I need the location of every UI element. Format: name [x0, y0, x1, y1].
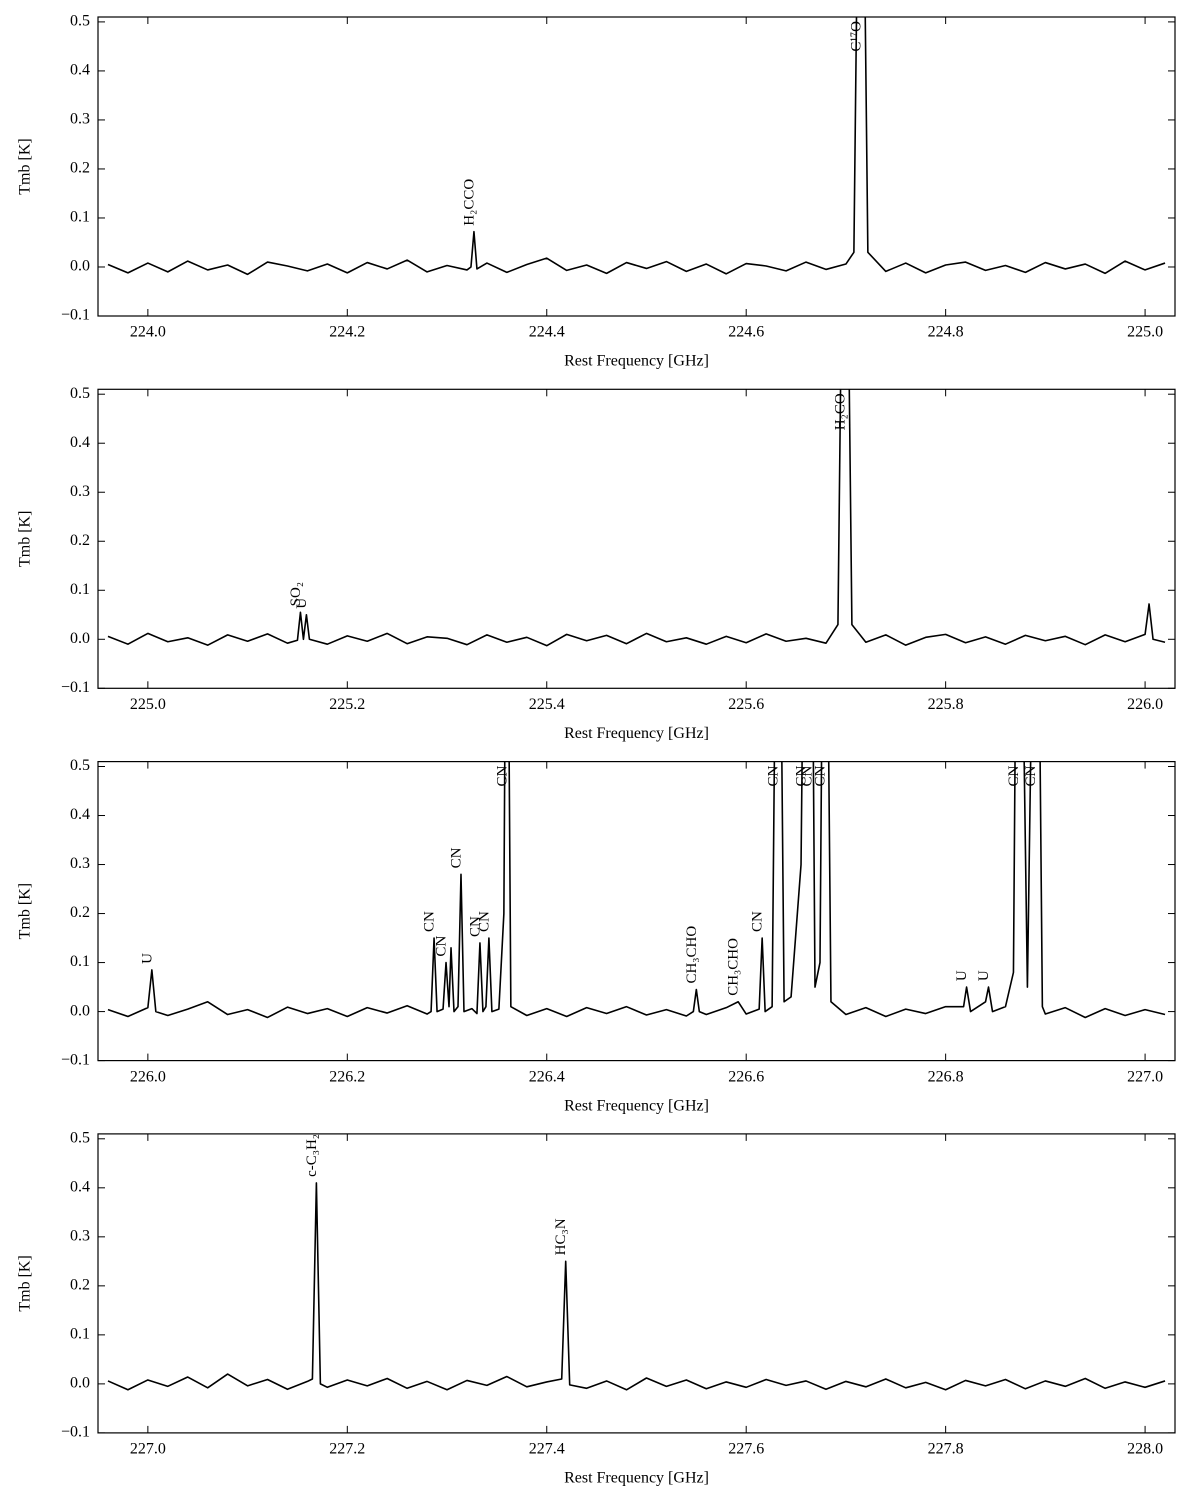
- line-annotation: CN: [799, 765, 815, 786]
- y-tick-label: 0.3: [70, 111, 90, 128]
- line-annotation: CN: [793, 765, 809, 786]
- y-tick-label: 0.4: [70, 434, 90, 451]
- line-annotation: CN: [494, 765, 510, 786]
- x-tick-label: 227.8: [928, 1441, 964, 1458]
- y-tick-label: 0.5: [70, 385, 90, 402]
- line-annotation: CN: [1006, 765, 1022, 786]
- line-annotation: U: [976, 970, 992, 981]
- panel: −0.1 0.0 0.1 0.2 0.3 0.4 0.5 224.0 224.2 224.4 224…: [17, 13, 1176, 370]
- x-tick-label: 226.2: [329, 1068, 365, 1085]
- y-tick-label: 0.1: [70, 209, 90, 226]
- y-axis-label: Tmb [K]: [17, 511, 34, 567]
- y-tick-label: 0.2: [70, 532, 90, 549]
- x-tick-label: 227.0: [130, 1441, 166, 1458]
- y-axis-label: Tmb [K]: [17, 1255, 34, 1311]
- panel: −0.1 0.0 0.1 0.2 0.3 0.4 0.5 225.0 225.2 225.4 225…: [17, 385, 1176, 742]
- x-tick-label: 226.8: [928, 1068, 964, 1085]
- line-annotation: U: [954, 970, 970, 981]
- y-tick-label: 0.2: [70, 1277, 90, 1294]
- line-annotation: CN: [467, 916, 483, 937]
- line-annotation: CN: [1023, 765, 1039, 786]
- y-tick-label: 0.1: [70, 953, 90, 970]
- spectrum-line: [107, 761, 1166, 1019]
- panel: −0.1 0.0 0.1 0.2 0.3 0.4 0.5 226.0 226.2 226.4 226…: [17, 757, 1176, 1114]
- line-annotation: U: [139, 953, 155, 964]
- x-tick-label: 224.0: [130, 324, 166, 341]
- y-tick-label: 0.2: [70, 160, 90, 177]
- line-annotation: H₂CO: [832, 393, 848, 430]
- x-tick-label: 225.0: [130, 696, 166, 713]
- x-tick-label: 226.4: [529, 1068, 565, 1085]
- x-tick-label: 227.2: [329, 1441, 365, 1458]
- spectrum-line: [107, 389, 1166, 647]
- x-axis-label: Rest Frequency [GHz]: [564, 353, 709, 370]
- x-tick-label: 225.2: [329, 696, 365, 713]
- x-tick-label: 227.4: [529, 1441, 565, 1458]
- x-tick-label: 224.6: [728, 324, 764, 341]
- x-tick-label: 225.6: [728, 696, 764, 713]
- line-annotation: CN: [422, 911, 438, 932]
- y-tick-label: 0.4: [70, 1178, 90, 1195]
- line-annotation: HC₃N: [553, 1218, 569, 1255]
- plot-frame: [97, 1133, 1176, 1434]
- y-tick-label: 0.1: [70, 1326, 90, 1343]
- x-axis-label: Rest Frequency [GHz]: [564, 725, 709, 742]
- plot-frame: [97, 760, 1176, 1062]
- y-tick-label: −0.1: [61, 307, 90, 324]
- plot-frame: [97, 16, 1176, 317]
- line-annotation: CN: [766, 765, 782, 786]
- y-tick-label: 0.3: [70, 855, 90, 872]
- x-tick-label: 228.0: [1127, 1441, 1163, 1458]
- y-tick-label: −0.1: [61, 1051, 90, 1068]
- line-annotation: CH₃CHO: [684, 926, 700, 984]
- y-tick-label: 0.3: [70, 1228, 90, 1245]
- y-tick-label: −0.1: [61, 679, 90, 696]
- line-annotation: H₂CCO: [461, 179, 477, 226]
- y-tick-label: 0.3: [70, 483, 90, 500]
- y-tick-label: 0.0: [70, 1002, 90, 1019]
- spectrum-line: [107, 1182, 1166, 1391]
- y-tick-label: 0.2: [70, 904, 90, 921]
- line-annotation: SO₂: [288, 582, 304, 606]
- y-tick-label: 0.0: [70, 1375, 90, 1392]
- x-tick-label: 225.8: [928, 696, 964, 713]
- y-tick-label: 0.5: [70, 13, 90, 30]
- line-annotation: CN: [476, 911, 492, 932]
- x-tick-label: 225.4: [529, 696, 565, 713]
- x-tick-label: 227.6: [728, 1441, 764, 1458]
- spectrum-line: [107, 17, 1166, 276]
- y-tick-label: 0.5: [70, 1129, 90, 1146]
- y-tick-label: 0.4: [70, 806, 90, 823]
- y-axis-label: Tmb [K]: [17, 883, 34, 939]
- line-annotation: CN: [812, 765, 828, 786]
- x-tick-label: 224.8: [928, 324, 964, 341]
- line-annotation: U: [294, 598, 310, 609]
- y-tick-label: 0.4: [70, 62, 90, 79]
- y-tick-label: 0.5: [70, 757, 90, 774]
- x-tick-label: 226.0: [1127, 696, 1163, 713]
- x-axis-label: Rest Frequency [GHz]: [564, 1470, 709, 1487]
- plot-frame: [97, 388, 1176, 689]
- x-tick-label: 226.6: [728, 1068, 764, 1085]
- y-tick-label: 0.1: [70, 581, 90, 598]
- line-annotation: c-C₃H₂: [304, 1134, 320, 1177]
- x-tick-label: 227.0: [1127, 1068, 1163, 1085]
- y-tick-label: 0.0: [70, 630, 90, 647]
- x-tick-label: 224.2: [329, 324, 365, 341]
- panel: −0.1 0.0 0.1 0.2 0.3 0.4 0.5 227.0 227.2 227.4 227…: [17, 1129, 1176, 1487]
- x-axis-label: Rest Frequency [GHz]: [564, 1097, 709, 1114]
- x-tick-label: 225.0: [1127, 324, 1163, 341]
- line-annotation: CN: [448, 847, 464, 868]
- x-tick-label: 226.0: [130, 1068, 166, 1085]
- x-tick-label: 224.4: [529, 324, 565, 341]
- y-tick-label: −0.1: [61, 1424, 90, 1441]
- line-annotation: CH₃CHO: [726, 938, 742, 996]
- line-annotation: C¹⁷O: [848, 21, 864, 52]
- y-axis-label: Tmb [K]: [17, 138, 34, 194]
- line-annotation: CN: [433, 936, 449, 957]
- line-annotation: CN: [750, 911, 766, 932]
- y-tick-label: 0.0: [70, 258, 90, 275]
